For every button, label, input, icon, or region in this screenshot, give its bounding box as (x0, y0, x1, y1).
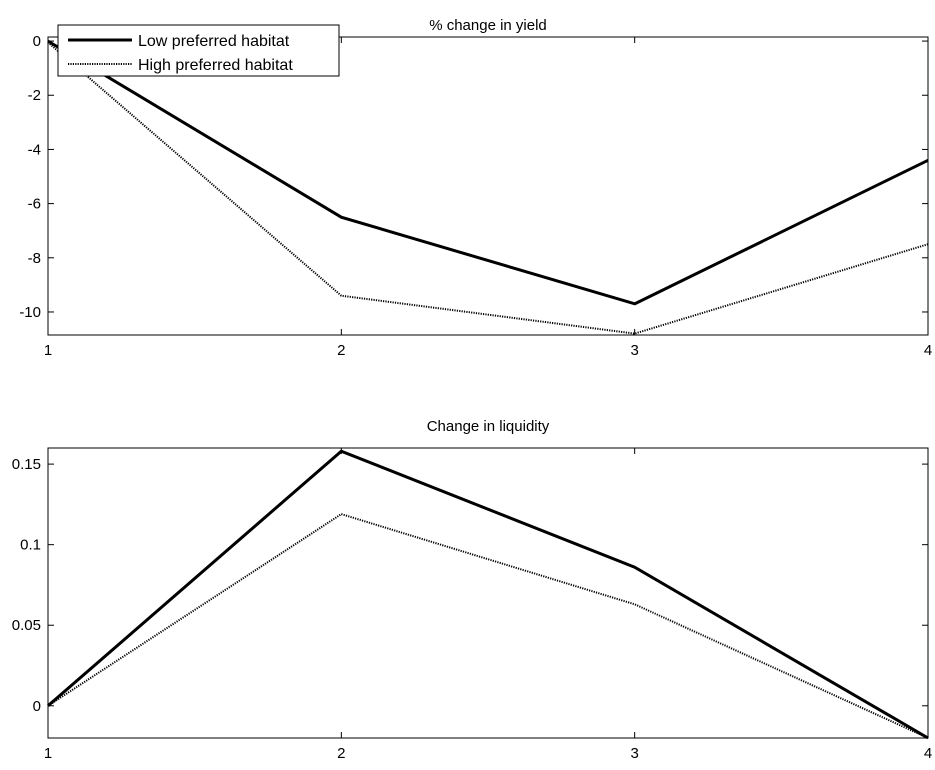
yield-chart-title: % change in yield (429, 17, 547, 34)
liquidity-xtick-label: 3 (630, 745, 638, 762)
yield-ytick-label: -2 (28, 87, 41, 104)
yield-chart: % change in yield 1 2 3 4 0 -2 -4 -6 -8 -10 Low p… (19, 17, 932, 359)
liquidity-ytick-label: 0.15 (12, 456, 41, 473)
yield-series-low-habitat-line (47, 39, 929, 306)
legend-label-low: Low preferred habitat (138, 33, 290, 50)
liquidity-series-group (47, 449, 929, 740)
yield-plot-area (47, 36, 929, 336)
yield-xtick-label: 2 (337, 342, 345, 359)
yield-series-high-habitat-line (47, 41, 929, 335)
yield-series-group (47, 39, 929, 335)
yield-ytick-label: 0 (33, 33, 41, 50)
liquidity-chart: Change in liquidity 1 2 3 4 0 0.05 0.1 0.15 (12, 418, 932, 762)
liquidity-axis-ticks: 1 2 3 4 0 0.05 0.1 0.15 (12, 448, 932, 762)
yield-ytick-label: -8 (28, 250, 41, 267)
yield-xtick-label: 1 (44, 342, 52, 359)
liquidity-ytick-label: 0.05 (12, 617, 41, 634)
liquidity-xtick-label: 1 (44, 745, 52, 762)
liquidity-ytick-label: 0.1 (20, 537, 41, 554)
liquidity-plot-area (47, 447, 929, 739)
liquidity-series-low-habitat-line (47, 449, 929, 740)
liquidity-chart-title: Change in liquidity (427, 418, 550, 435)
legend: Low preferred habitat High preferred hab… (57, 24, 340, 77)
legend-box (57, 24, 340, 77)
yield-ytick-label: -10 (19, 304, 41, 321)
yield-ytick-label: -6 (28, 196, 41, 213)
liquidity-xtick-label: 2 (337, 745, 345, 762)
liquidity-xtick-label: 4 (924, 745, 932, 762)
yield-axis-ticks: 1 2 3 4 0 -2 -4 -6 -8 -10 (19, 33, 932, 359)
liquidity-series-high-habitat-line (47, 513, 929, 739)
liquidity-ytick-label: 0 (33, 698, 41, 715)
yield-ytick-label: -4 (28, 141, 41, 158)
yield-xtick-label: 4 (924, 342, 932, 359)
legend-label-high: High preferred habitat (138, 57, 293, 74)
yield-xtick-label: 3 (630, 342, 638, 359)
